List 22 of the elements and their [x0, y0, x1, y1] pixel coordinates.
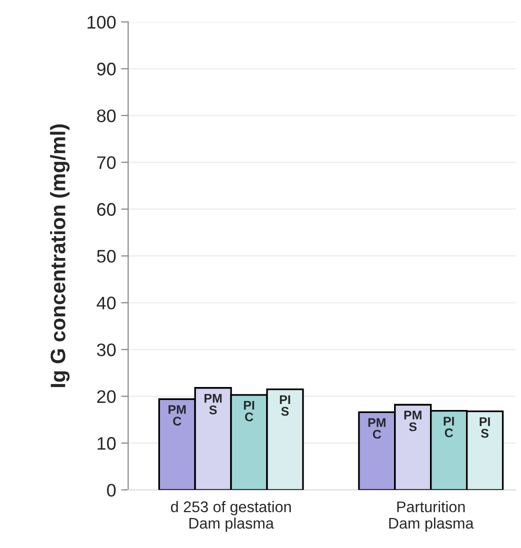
- series-label: PM C: [168, 405, 186, 426]
- y-tick-label: 80: [97, 109, 116, 122]
- text: PM S: [404, 410, 422, 432]
- y-tick-label: 20: [97, 390, 116, 404]
- y-tick-label: 60: [97, 203, 116, 216]
- y-tick-label: 100: [88, 16, 116, 29]
- y-tick-label: 90: [97, 62, 116, 76]
- y-axis-title: Ig G concentration (mg/ml): [50, 124, 70, 388]
- y-tick-label: 40: [96, 296, 116, 310]
- y-tick-label: 30: [96, 343, 116, 356]
- y-tick-label: 50: [97, 250, 116, 263]
- series-label: PI S: [280, 395, 290, 416]
- y-tick-label: 10: [98, 437, 116, 450]
- x-tick-label: d 253 of gestation Dam plasma: [170, 501, 291, 532]
- text: PI C: [444, 416, 454, 438]
- series-label: PI C: [244, 400, 254, 422]
- text: PI S: [480, 417, 490, 438]
- series-label: PM S: [204, 394, 222, 414]
- text: PM C: [368, 418, 386, 439]
- x-tick-label: Parturition Dam plasma: [389, 501, 474, 532]
- y-tick-label: 0: [107, 484, 116, 497]
- y-tick-label: 70: [97, 156, 116, 170]
